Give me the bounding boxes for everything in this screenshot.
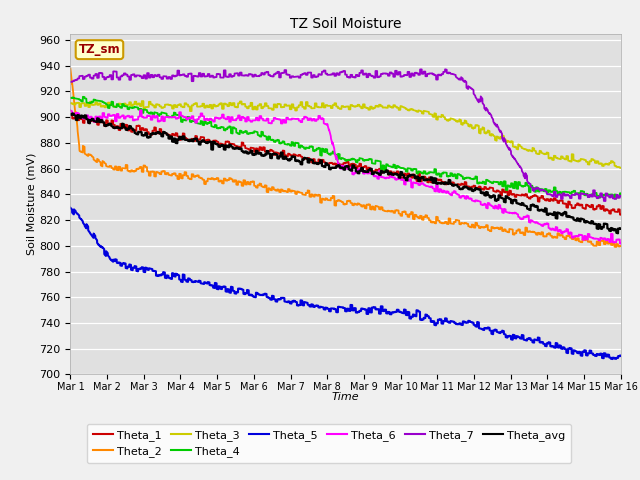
X-axis label: Time: Time bbox=[332, 392, 360, 402]
Legend: Theta_1, Theta_2, Theta_3, Theta_4, Theta_5, Theta_6, Theta_7, Theta_avg: Theta_1, Theta_2, Theta_3, Theta_4, Thet… bbox=[87, 424, 571, 463]
Y-axis label: Soil Moisture (mV): Soil Moisture (mV) bbox=[27, 153, 36, 255]
Text: TZ_sm: TZ_sm bbox=[79, 43, 120, 56]
Title: TZ Soil Moisture: TZ Soil Moisture bbox=[290, 17, 401, 31]
